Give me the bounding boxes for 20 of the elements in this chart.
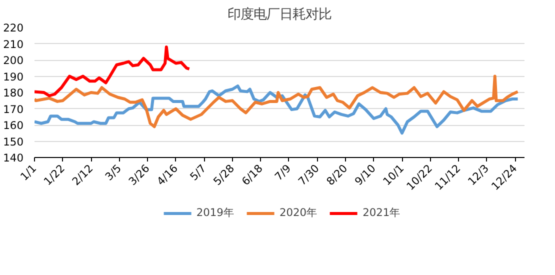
line-series — [34, 74, 520, 128]
y-tick-label: 190 — [3, 70, 24, 84]
y-tick-label: 180 — [3, 86, 24, 100]
legend-label: 2021年 — [362, 206, 401, 220]
x-tick-label: 7/9 — [272, 162, 294, 184]
legend-label: 2020年 — [279, 206, 318, 220]
y-tick-label: 150 — [3, 135, 24, 148]
chart-title: 印度电厂日耗对比 — [228, 6, 332, 22]
x-tick-label: 1/1 — [18, 162, 40, 184]
legend-label: 2019年 — [196, 206, 234, 220]
y-tick-label: 200 — [3, 54, 24, 67]
y-tick-label: 220 — [3, 22, 24, 34]
y-tick-label: 160 — [3, 119, 24, 132]
y-tick-label: 210 — [3, 38, 24, 51]
x-tick-label: 5/7 — [187, 162, 209, 184]
y-tick-label: 140 — [3, 152, 24, 164]
x-tick-label: 3/5 — [102, 162, 124, 184]
line-series — [34, 84, 520, 135]
line-series — [34, 46, 191, 98]
y-tick-label: 170 — [3, 102, 24, 116]
